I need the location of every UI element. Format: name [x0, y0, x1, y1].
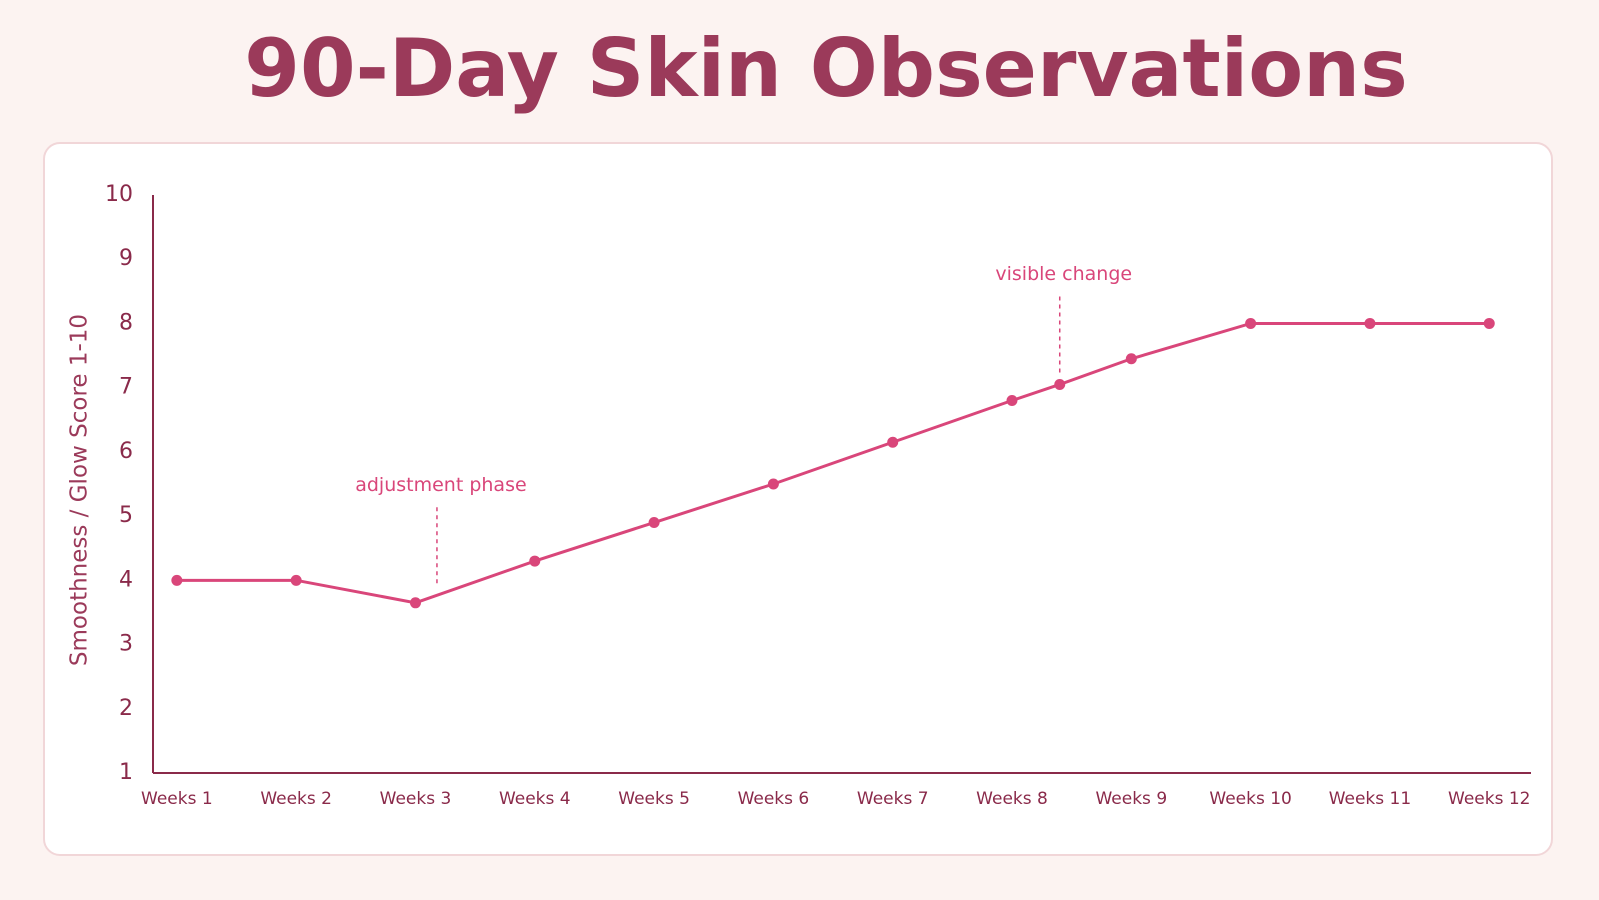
point — [171, 574, 183, 586]
annotation: adjustment phase — [355, 474, 526, 496]
x-tick-label: Weeks 5 — [618, 789, 690, 809]
x-tick-label: Weeks 10 — [1209, 789, 1291, 809]
y-tick-label: 7 — [119, 375, 133, 400]
point — [1245, 317, 1257, 329]
point — [1006, 395, 1018, 407]
y-tick-label: 10 — [105, 182, 133, 207]
point — [409, 597, 421, 609]
x-tick-label: Weeks 3 — [380, 789, 452, 809]
x-tick-label: Weeks 12 — [1448, 789, 1530, 809]
x-tick-label: Weeks 1 — [141, 789, 213, 809]
chart-card — [43, 142, 1553, 856]
y-tick-label: 1 — [119, 760, 133, 785]
point — [290, 574, 302, 586]
point — [1483, 317, 1495, 329]
point — [529, 555, 541, 567]
y-tick-label: 6 — [119, 439, 133, 464]
y-axis-label: Smoothness / Glow Score 1-10 — [67, 314, 93, 666]
x-tick-label: Weeks 8 — [976, 789, 1048, 809]
y-tick-label: 9 — [119, 246, 133, 271]
x-tick-label: Weeks 9 — [1095, 789, 1167, 809]
y-tick-label: 8 — [119, 310, 133, 335]
x-tick-label: Weeks 6 — [738, 789, 810, 809]
point — [1125, 353, 1137, 365]
point — [1054, 378, 1066, 390]
annotation: visible change — [995, 263, 1132, 285]
point — [1364, 317, 1376, 329]
x-tick-label: Weeks 4 — [499, 789, 571, 809]
point — [767, 478, 779, 490]
y-tick-label: 2 — [119, 696, 133, 721]
y-tick-label: 5 — [119, 503, 133, 528]
x-tick-label: Weeks 2 — [260, 789, 332, 809]
y-tick-label: 4 — [119, 567, 133, 592]
x-tick-label: Weeks 7 — [857, 789, 929, 809]
y-tick-label: 3 — [119, 632, 133, 657]
point — [648, 517, 660, 529]
chart-title: 90-Day Skin Observations — [244, 22, 1407, 115]
x-tick-label: Weeks 11 — [1329, 789, 1411, 809]
point — [887, 436, 899, 448]
